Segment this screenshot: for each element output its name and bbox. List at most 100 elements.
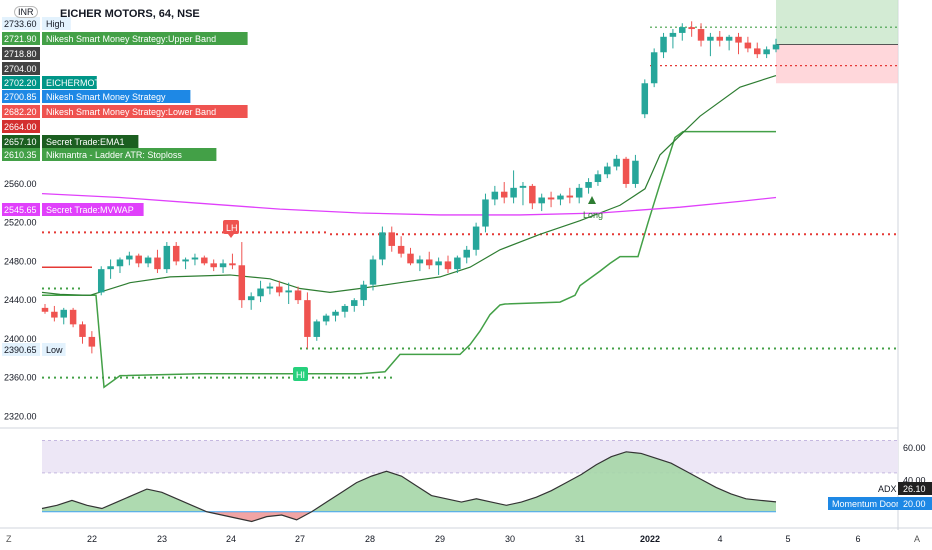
candle-body bbox=[641, 83, 649, 115]
candle bbox=[144, 255, 152, 268]
candle bbox=[566, 187, 574, 204]
candle-body bbox=[163, 245, 171, 270]
price-label-name: Nikmantra - Ladder ATR: Stoploss bbox=[46, 150, 182, 160]
candle bbox=[210, 259, 217, 272]
annotation-long: Long bbox=[583, 210, 603, 220]
candle-body bbox=[69, 309, 77, 325]
price-label-value-box bbox=[2, 76, 40, 89]
candle-body bbox=[585, 182, 592, 188]
candle-body bbox=[594, 174, 602, 183]
candle-body bbox=[575, 187, 583, 198]
candle bbox=[135, 253, 142, 268]
lh-marker-arrow bbox=[228, 234, 234, 238]
candle bbox=[276, 280, 283, 297]
candle-body bbox=[529, 185, 536, 204]
x-tick-label: 6 bbox=[855, 534, 860, 544]
candle bbox=[650, 48, 658, 88]
candle bbox=[604, 162, 611, 179]
price-label-name-box bbox=[42, 148, 217, 161]
candle bbox=[116, 257, 124, 274]
candle-body bbox=[229, 263, 236, 266]
y-tick-label: 2480.00 bbox=[4, 256, 37, 266]
candle-body bbox=[88, 336, 96, 347]
momentum-label-box bbox=[828, 497, 898, 510]
price-label-name-box bbox=[42, 105, 248, 118]
candle-body bbox=[285, 290, 292, 293]
candle-body bbox=[210, 263, 217, 268]
candle bbox=[538, 193, 545, 212]
candle bbox=[454, 255, 461, 274]
candle-body bbox=[744, 42, 752, 49]
candle-body bbox=[425, 259, 433, 266]
y-tick-label: 2360.00 bbox=[4, 373, 37, 383]
candle bbox=[435, 257, 442, 275]
candle bbox=[360, 280, 367, 306]
candle bbox=[444, 255, 452, 274]
price-label-value-box bbox=[2, 32, 40, 45]
price-label-value: 2664.00 bbox=[4, 122, 37, 132]
price-label-value: 2733.60 bbox=[4, 19, 37, 29]
candle bbox=[191, 253, 199, 266]
adx-label-box bbox=[856, 482, 898, 495]
price-label-name-box bbox=[42, 32, 248, 45]
auto-scale-button[interactable]: A bbox=[914, 534, 920, 544]
adx-negative-area bbox=[42, 511, 776, 522]
candle-body bbox=[416, 259, 424, 264]
candle bbox=[294, 286, 302, 305]
candle bbox=[201, 255, 208, 266]
price-label-name-box bbox=[42, 203, 144, 216]
x-tick-label: 28 bbox=[365, 534, 375, 544]
candle bbox=[772, 38, 780, 53]
candle-body bbox=[697, 29, 705, 41]
candle bbox=[491, 185, 499, 206]
candle-body bbox=[472, 226, 480, 250]
candle bbox=[407, 247, 414, 266]
price-label-value-box bbox=[2, 90, 40, 103]
adx-value-box bbox=[898, 482, 932, 495]
candle-body bbox=[182, 259, 189, 262]
candle bbox=[632, 154, 639, 188]
candle-body bbox=[107, 266, 114, 270]
x-tick-label: 29 bbox=[435, 534, 445, 544]
x-tick-label: 27 bbox=[295, 534, 305, 544]
candle-body bbox=[238, 265, 246, 301]
candle bbox=[519, 182, 527, 206]
currency-badge: INR bbox=[14, 6, 38, 18]
zoom-button[interactable]: Z bbox=[6, 534, 12, 544]
candle-body bbox=[725, 36, 733, 41]
candle bbox=[744, 36, 752, 53]
candle bbox=[88, 331, 96, 354]
price-label-name: Nikesh Smart Money Strategy:Lower Band bbox=[46, 107, 216, 117]
stoploss-line bbox=[42, 130, 776, 389]
x-tick-label: 22 bbox=[87, 534, 97, 544]
momentum-value: 20.00 bbox=[903, 499, 926, 509]
candle bbox=[126, 251, 133, 266]
candle-body bbox=[341, 305, 349, 312]
candle bbox=[163, 242, 171, 274]
candle-body bbox=[154, 257, 161, 270]
target-zone bbox=[776, 0, 898, 45]
candle-body bbox=[201, 257, 208, 264]
candle-body bbox=[60, 309, 67, 318]
price-label-value: 2721.90 bbox=[4, 34, 37, 44]
candle-body bbox=[116, 259, 124, 267]
price-label-value: 2718.80 bbox=[4, 49, 37, 59]
candle-body bbox=[247, 296, 255, 301]
candle bbox=[725, 34, 733, 51]
candle-body bbox=[379, 232, 386, 260]
price-label-value: 2657.10 bbox=[4, 137, 37, 147]
price-label-name: Secret Trade:EMA1 bbox=[46, 137, 125, 147]
candle bbox=[425, 251, 433, 270]
candle-body bbox=[351, 300, 358, 306]
candle bbox=[79, 321, 86, 344]
candle-body bbox=[388, 232, 396, 246]
long-arrow bbox=[588, 196, 596, 204]
candle bbox=[51, 305, 58, 322]
x-tick-label: 23 bbox=[157, 534, 167, 544]
price-label-name: Nikesh Smart Money Strategy:Upper Band bbox=[46, 34, 216, 44]
adx-tick-label: 40.00 bbox=[903, 475, 926, 485]
price-label-value-box bbox=[2, 105, 40, 118]
candle bbox=[594, 170, 602, 186]
candle-body bbox=[276, 286, 283, 293]
